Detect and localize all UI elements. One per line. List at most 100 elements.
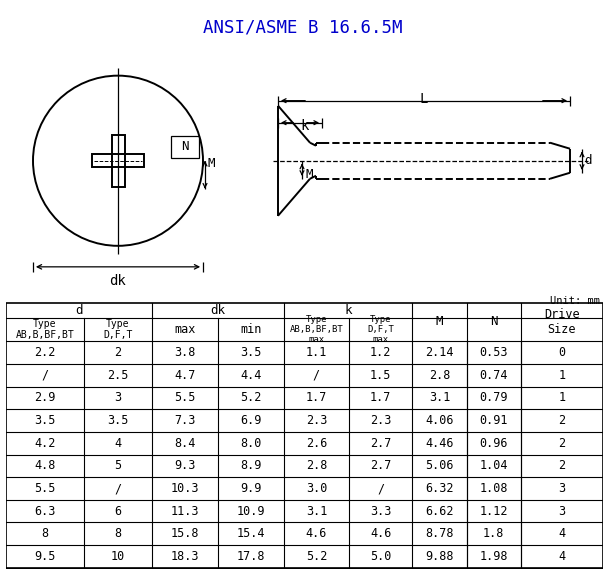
Text: 6.62: 6.62 bbox=[425, 505, 454, 518]
Text: 2.8: 2.8 bbox=[306, 459, 327, 472]
Text: 1.7: 1.7 bbox=[306, 391, 327, 404]
Text: 5.06: 5.06 bbox=[425, 459, 454, 472]
Text: Type
D,F,T: Type D,F,T bbox=[103, 319, 133, 340]
Text: 8.78: 8.78 bbox=[425, 527, 454, 541]
Text: 3.3: 3.3 bbox=[370, 505, 391, 518]
Text: 17.8: 17.8 bbox=[236, 550, 265, 563]
Text: M: M bbox=[436, 316, 443, 328]
Text: 5.5: 5.5 bbox=[175, 391, 196, 404]
Text: 3.8: 3.8 bbox=[175, 346, 196, 359]
Text: 3.5: 3.5 bbox=[240, 346, 261, 359]
Text: 1.8: 1.8 bbox=[483, 527, 504, 541]
Text: /: / bbox=[115, 482, 122, 495]
Text: 5.2: 5.2 bbox=[240, 391, 261, 404]
Text: 4.46: 4.46 bbox=[425, 437, 454, 450]
Text: 10: 10 bbox=[111, 550, 125, 563]
Text: d: d bbox=[75, 304, 83, 316]
Text: 6: 6 bbox=[115, 505, 122, 518]
Text: 6.3: 6.3 bbox=[34, 505, 56, 518]
Text: 3: 3 bbox=[115, 391, 122, 404]
Text: 4: 4 bbox=[558, 527, 565, 541]
Text: 9.3: 9.3 bbox=[175, 459, 196, 472]
Text: 2.3: 2.3 bbox=[306, 414, 327, 427]
Text: 2: 2 bbox=[558, 437, 565, 450]
Text: 5.5: 5.5 bbox=[34, 482, 56, 495]
Text: 5.0: 5.0 bbox=[370, 550, 391, 563]
Text: 2.14: 2.14 bbox=[425, 346, 454, 359]
Text: 4: 4 bbox=[558, 550, 565, 563]
Text: 4.06: 4.06 bbox=[425, 414, 454, 427]
Text: 4.8: 4.8 bbox=[34, 459, 56, 472]
Text: 8.4: 8.4 bbox=[175, 437, 196, 450]
Text: 8.9: 8.9 bbox=[240, 459, 261, 472]
Text: 4: 4 bbox=[115, 437, 122, 450]
Text: 7.3: 7.3 bbox=[175, 414, 196, 427]
Text: 3: 3 bbox=[558, 505, 565, 518]
Text: 9.88: 9.88 bbox=[425, 550, 454, 563]
Text: 5.2: 5.2 bbox=[306, 550, 327, 563]
Text: 3.5: 3.5 bbox=[107, 414, 128, 427]
Text: 3.5: 3.5 bbox=[34, 414, 56, 427]
Text: 3.1: 3.1 bbox=[306, 505, 327, 518]
Text: 4.6: 4.6 bbox=[306, 527, 327, 541]
Text: k: k bbox=[344, 304, 351, 316]
Text: 2: 2 bbox=[115, 346, 122, 359]
Text: 1.2: 1.2 bbox=[370, 346, 391, 359]
Text: 18.3: 18.3 bbox=[171, 550, 199, 563]
Text: 0.53: 0.53 bbox=[479, 346, 508, 359]
Text: 4.7: 4.7 bbox=[175, 369, 196, 382]
Text: Type
D,F,T
max: Type D,F,T max bbox=[367, 315, 394, 344]
Bar bbox=[112, 134, 124, 186]
Text: 0.91: 0.91 bbox=[479, 414, 508, 427]
Text: 0.96: 0.96 bbox=[479, 437, 508, 450]
Text: k: k bbox=[300, 119, 308, 133]
Text: 2.7: 2.7 bbox=[370, 437, 391, 450]
Text: dk: dk bbox=[210, 304, 225, 316]
Text: 9.5: 9.5 bbox=[34, 550, 56, 563]
Text: N: N bbox=[490, 316, 498, 328]
Text: 2.2: 2.2 bbox=[34, 346, 56, 359]
Text: 1.04: 1.04 bbox=[479, 459, 508, 472]
Text: 1: 1 bbox=[558, 391, 565, 404]
Text: 11.3: 11.3 bbox=[171, 505, 199, 518]
Text: 4.4: 4.4 bbox=[240, 369, 261, 382]
Bar bbox=[92, 154, 144, 167]
Text: 6.9: 6.9 bbox=[240, 414, 261, 427]
Text: 2: 2 bbox=[558, 459, 565, 472]
Text: 0.79: 0.79 bbox=[479, 391, 508, 404]
Text: 1: 1 bbox=[558, 369, 565, 382]
Text: 3.0: 3.0 bbox=[306, 482, 327, 495]
Text: Drive
Size: Drive Size bbox=[544, 308, 579, 336]
Bar bbox=[171, 136, 199, 158]
Text: 10.9: 10.9 bbox=[236, 505, 265, 518]
Text: 2.3: 2.3 bbox=[370, 414, 391, 427]
Text: 8: 8 bbox=[115, 527, 122, 541]
Text: 5: 5 bbox=[115, 459, 122, 472]
Text: 2: 2 bbox=[558, 414, 565, 427]
Text: 1.7: 1.7 bbox=[370, 391, 391, 404]
Text: Unit: mm: Unit: mm bbox=[550, 296, 600, 306]
Text: 4.6: 4.6 bbox=[370, 527, 391, 541]
Text: 10.3: 10.3 bbox=[171, 482, 199, 495]
Text: 15.4: 15.4 bbox=[236, 527, 265, 541]
Text: 4.2: 4.2 bbox=[34, 437, 56, 450]
Text: ANSI/ASME B 16.6.5M: ANSI/ASME B 16.6.5M bbox=[203, 18, 403, 36]
Text: /: / bbox=[313, 369, 320, 382]
Text: 1.12: 1.12 bbox=[479, 505, 508, 518]
Text: 2.6: 2.6 bbox=[306, 437, 327, 450]
Text: 9.9: 9.9 bbox=[240, 482, 261, 495]
Text: M: M bbox=[208, 157, 216, 170]
Text: 2.9: 2.9 bbox=[34, 391, 56, 404]
Text: 1.98: 1.98 bbox=[479, 550, 508, 563]
Text: /: / bbox=[377, 482, 384, 495]
Text: max: max bbox=[175, 323, 196, 336]
Text: 1.1: 1.1 bbox=[306, 346, 327, 359]
Text: 8: 8 bbox=[41, 527, 48, 541]
Text: /: / bbox=[41, 369, 48, 382]
Text: dk: dk bbox=[110, 274, 127, 288]
Text: 2.5: 2.5 bbox=[107, 369, 128, 382]
Text: 3.1: 3.1 bbox=[428, 391, 450, 404]
Text: 1.5: 1.5 bbox=[370, 369, 391, 382]
Text: d: d bbox=[584, 154, 591, 167]
Text: 0.74: 0.74 bbox=[479, 369, 508, 382]
